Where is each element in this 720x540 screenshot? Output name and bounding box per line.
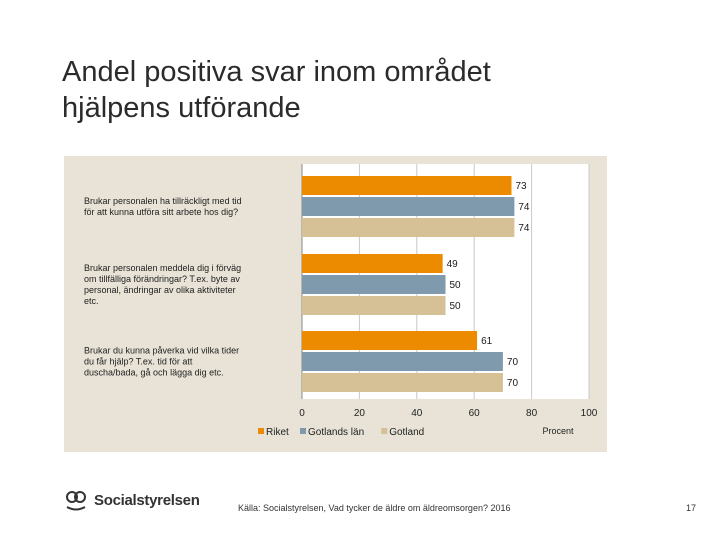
legend-swatch	[258, 428, 264, 434]
data-label: 50	[450, 301, 462, 312]
data-label: 70	[507, 378, 519, 389]
bar	[302, 352, 503, 371]
bar	[302, 218, 515, 237]
tick-label: 100	[581, 408, 598, 419]
data-label: 74	[518, 223, 530, 234]
category-label: om tillfälliga förändringar? T.ex. byte …	[84, 274, 240, 284]
data-label: 74	[518, 202, 530, 213]
tick-label: 20	[354, 408, 366, 419]
category-label: duscha/bada, gå och lägga dig etc.	[84, 368, 224, 378]
category-label: Brukar du kunna påverka vid vilka tider	[84, 346, 239, 356]
legend-label: Riket	[266, 427, 289, 438]
bar	[302, 197, 515, 216]
chart-panel: 73 74 74 Brukar personalen ha tillräckligt …	[64, 156, 607, 452]
legend-label: Gotlands län	[308, 427, 364, 438]
category-label: Brukar personalen meddela dig i förväg	[84, 263, 241, 273]
tick-label: 0	[299, 408, 305, 419]
source-note: Källa: Socialstyrelsen, Vad tycker de äl…	[238, 503, 511, 513]
data-label: 49	[447, 259, 459, 270]
data-label: 61	[481, 336, 493, 347]
bar	[302, 296, 446, 315]
category-label: för att kunna utföra sitt arbete hos dig…	[84, 207, 238, 217]
tick-label: 40	[411, 408, 423, 419]
category-label: du får hjälp? T.ex. tid för att	[84, 357, 193, 367]
legend-label: Gotland	[389, 427, 424, 438]
title-line-1: Andel positiva svar inom området	[62, 56, 491, 88]
bar	[302, 275, 446, 294]
logo-text: Socialstyrelsen	[94, 491, 200, 509]
legend-swatch	[300, 428, 306, 434]
bar	[302, 176, 512, 195]
category-label: Brukar personalen ha tillräckligt med ti…	[84, 196, 242, 206]
page-number: 17	[686, 503, 697, 513]
category-label: etc.	[84, 296, 99, 306]
data-label: 70	[507, 357, 519, 368]
category-label: personal, ändringar av olika aktiviteter	[84, 285, 236, 295]
bar	[302, 331, 478, 350]
bar	[302, 373, 503, 392]
legend-swatch	[381, 428, 388, 434]
title-line-2: hjälpens utförande	[62, 92, 301, 124]
tick-label: 80	[526, 408, 538, 419]
page-title: Andel positiva svar inom området hjälpen…	[62, 54, 662, 126]
axis-label: Procent	[542, 426, 574, 436]
socialstyrelsen-logo-icon	[66, 491, 86, 511]
bar	[302, 254, 443, 273]
logo: Socialstyrelsen	[64, 488, 200, 512]
tick-label: 60	[469, 408, 481, 419]
data-label: 73	[516, 181, 528, 192]
data-label: 50	[450, 280, 462, 291]
bar-chart: 73 74 74 Brukar personalen ha tillräckligt …	[84, 164, 598, 438]
